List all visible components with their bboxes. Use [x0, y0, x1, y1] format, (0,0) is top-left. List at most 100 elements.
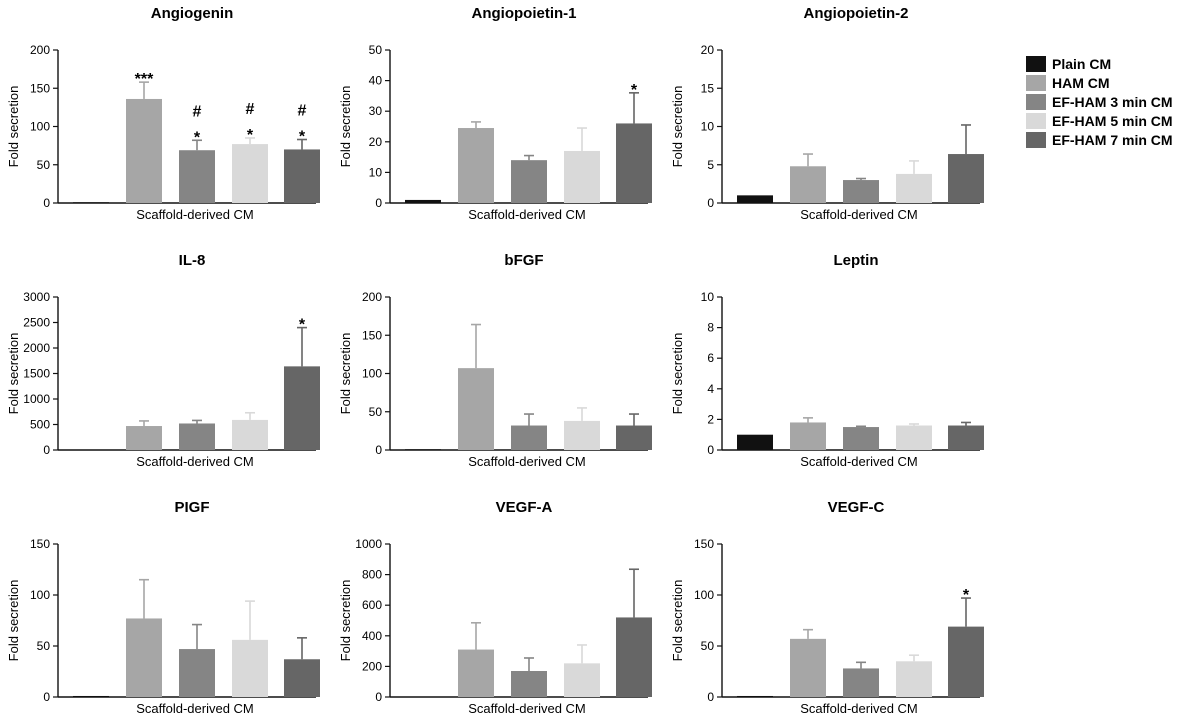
y-tick-label: 150	[30, 537, 50, 551]
y-tick-label: 6	[707, 351, 714, 365]
bar	[564, 420, 600, 450]
chart-panel: Angiopoietin-1 0 10 20 30 40 50 Fold secretion S…	[338, 5, 652, 222]
y-tick-label: 30	[369, 104, 383, 118]
bar	[458, 368, 494, 450]
chart-panel: Leptin 0 2 4 6 8 10 Fold secretion Scaffold-deri…	[670, 252, 984, 469]
y-tick-label: 50	[369, 43, 383, 57]
legend-swatch	[1026, 113, 1046, 129]
y-axis-label: Fold secretion	[338, 333, 353, 415]
chart-panel: Angiopoietin-2 0 5 10 15 20 Fold secretion Scaf…	[670, 5, 984, 222]
significance-label: #	[298, 103, 307, 120]
bar	[790, 166, 826, 203]
bar	[616, 617, 652, 697]
x-axis-label: Scaffold-derived CM	[136, 701, 254, 716]
chart-panel: VEGF-C 0 50 100 150 Fold secretion Scaffold-de…	[670, 499, 984, 716]
bar	[232, 144, 268, 203]
y-tick-label: 15	[701, 81, 715, 95]
bar	[284, 366, 320, 450]
legend-swatch	[1026, 56, 1046, 72]
y-tick-label: 20	[701, 43, 715, 57]
y-tick-label: 1500	[23, 367, 50, 381]
y-tick-label: 50	[37, 158, 51, 172]
y-tick-label: 0	[707, 196, 714, 210]
bar	[896, 661, 932, 697]
y-tick-label: 2000	[23, 341, 50, 355]
chart-title: Angiopoietin-1	[472, 5, 577, 22]
chart-panel: PIGF 0 50 100 150 Fold secretion Scaffold-deri…	[6, 499, 320, 716]
y-tick-label: 2	[707, 412, 714, 426]
y-tick-label: 10	[701, 290, 715, 304]
bar	[232, 419, 268, 450]
y-tick-label: 0	[707, 690, 714, 704]
bar	[126, 426, 162, 450]
legend-label: Plain CM	[1052, 56, 1111, 72]
chart-title: Angiopoietin-2	[804, 5, 909, 22]
y-tick-label: 3000	[23, 290, 50, 304]
y-tick-label: 100	[30, 120, 50, 134]
significance-label: *	[194, 129, 201, 146]
y-tick-label: 600	[362, 598, 382, 612]
significance-label: #	[193, 103, 202, 120]
y-tick-label: 200	[30, 43, 50, 57]
chart-title: VEGF-A	[496, 499, 553, 516]
x-axis-label: Scaffold-derived CM	[468, 207, 586, 222]
y-tick-label: 5	[707, 158, 714, 172]
y-tick-label: 2500	[23, 316, 50, 330]
bar	[616, 425, 652, 450]
significance-label: #	[246, 101, 255, 118]
x-axis-label: Scaffold-derived CM	[136, 454, 254, 469]
bar	[737, 434, 773, 450]
y-tick-label: 10	[369, 165, 383, 179]
bar	[179, 423, 215, 450]
y-tick-label: 100	[362, 367, 382, 381]
y-tick-label: 100	[30, 588, 50, 602]
y-tick-label: 800	[362, 568, 382, 582]
x-axis-label: Scaffold-derived CM	[800, 701, 918, 716]
bar	[405, 449, 441, 450]
legend-swatch	[1026, 132, 1046, 148]
bar	[511, 670, 547, 697]
bar	[179, 150, 215, 203]
y-tick-label: 150	[362, 328, 382, 342]
legend-label: EF-HAM 7 min CM	[1052, 132, 1173, 148]
y-tick-label: 20	[369, 135, 383, 149]
significance-label: *	[963, 587, 970, 604]
bar	[843, 427, 879, 450]
bar	[948, 154, 984, 203]
bar	[405, 199, 441, 203]
y-tick-label: 50	[37, 639, 51, 653]
y-tick-label: 500	[30, 418, 50, 432]
bar	[126, 98, 162, 203]
chart-panel: bFGF 0 50 100 150 200 Fold secretion Scaffold-d…	[338, 252, 652, 469]
y-tick-label: 1000	[355, 537, 382, 551]
x-axis-label: Scaffold-derived CM	[468, 701, 586, 716]
bar	[564, 663, 600, 697]
chart-title: Angiogenin	[151, 5, 234, 22]
significance-label: *	[631, 82, 638, 99]
y-tick-label: 50	[369, 405, 383, 419]
chart-title: VEGF-C	[828, 499, 885, 516]
bar	[896, 173, 932, 203]
bar	[790, 638, 826, 697]
bar	[511, 425, 547, 450]
y-axis-label: Fold secretion	[670, 86, 685, 168]
bar	[616, 123, 652, 203]
legend-label: EF-HAM 3 min CM	[1052, 94, 1173, 110]
chart-title: Leptin	[834, 252, 879, 269]
bar	[843, 668, 879, 697]
bar	[284, 659, 320, 697]
legend-swatch	[1026, 75, 1046, 91]
y-axis-label: Fold secretion	[670, 580, 685, 662]
y-tick-label: 0	[375, 690, 382, 704]
bar	[843, 180, 879, 203]
bar	[737, 695, 773, 697]
y-axis-label: Fold secretion	[6, 86, 21, 168]
x-axis-label: Scaffold-derived CM	[136, 207, 254, 222]
y-tick-label: 150	[30, 81, 50, 95]
y-tick-label: 0	[43, 196, 50, 210]
y-tick-label: 0	[43, 690, 50, 704]
y-tick-label: 8	[707, 321, 714, 335]
x-axis-label: Scaffold-derived CM	[468, 454, 586, 469]
bar	[73, 695, 109, 697]
y-axis-label: Fold secretion	[338, 86, 353, 168]
